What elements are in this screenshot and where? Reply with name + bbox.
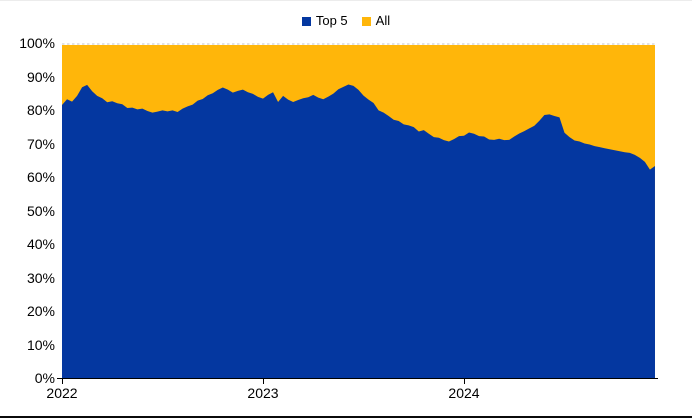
- y-tick-label: 40%: [26, 236, 55, 252]
- y-tick-label: 10%: [26, 336, 55, 353]
- legend: Top 5 All: [0, 12, 692, 30]
- legend-swatch-top5-icon: [301, 16, 311, 26]
- x-tick-mark: [464, 378, 465, 384]
- x-tick-mark: [263, 378, 264, 384]
- legend-label-all: All: [375, 13, 391, 28]
- legend-item-top5: Top 5: [301, 13, 348, 29]
- legend-label-top5: Top 5: [315, 13, 348, 28]
- legend-item-all: All: [361, 13, 391, 29]
- y-tick-label: 100%: [19, 35, 55, 51]
- chart-svg: [62, 43, 655, 378]
- y-tick-label: 20%: [26, 303, 55, 319]
- legend-swatch-all-icon: [361, 16, 371, 26]
- y-tick-label: 60%: [26, 169, 55, 185]
- y-tick-label: 90%: [26, 68, 55, 85]
- x-tick-label: 2022: [46, 385, 78, 401]
- y-tick-label: 50%: [26, 202, 55, 219]
- x-tick-mark: [62, 378, 63, 384]
- x-tick-label: 2023: [247, 385, 279, 401]
- top-hairline: [0, 0, 692, 1]
- y-tick-label: 0%: [34, 370, 55, 386]
- bottom-border: [0, 416, 692, 418]
- y-tick-label: 70%: [26, 135, 55, 152]
- area-top5: [62, 84, 655, 378]
- y-tick-label: 30%: [26, 269, 55, 286]
- x-tick-label: 2024: [448, 385, 480, 401]
- plot-area: [62, 43, 655, 378]
- x-axis-line: [57, 378, 658, 379]
- y-tick-label: 80%: [26, 102, 55, 118]
